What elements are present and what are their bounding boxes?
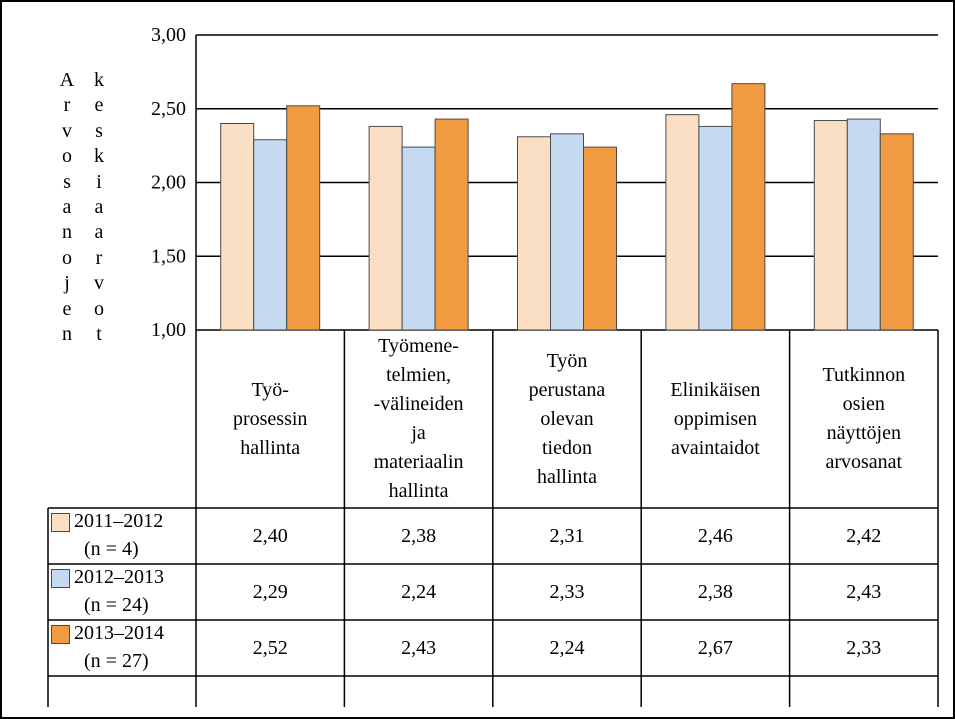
legend-n-label: (n = 4) xyxy=(84,538,139,560)
bar xyxy=(550,133,584,331)
category-label: Työn perustana olevan tiedon hallinta xyxy=(528,349,606,488)
bar xyxy=(517,136,551,331)
y-axis-label-letter: n xyxy=(62,323,72,346)
bar xyxy=(401,146,436,331)
y-axis-label-letter: A xyxy=(59,69,75,91)
data-label: 2,52 xyxy=(252,636,288,659)
bar xyxy=(368,125,403,331)
legend-n-label: (n = 24) xyxy=(84,594,149,616)
bar xyxy=(253,139,288,331)
y-axis-label-letter: r xyxy=(63,94,71,117)
y-axis-label-letter: a xyxy=(94,196,104,219)
y-tick-label: 1,00 xyxy=(151,319,186,341)
y-axis-label-letter: t xyxy=(96,323,102,346)
category-label: Työmene-telmien, -välineiden ja materiaalin… xyxy=(373,335,464,502)
bar xyxy=(698,125,733,331)
data-label: 2,46 xyxy=(697,524,733,547)
data-label: 2,38 xyxy=(697,580,733,603)
y-axis-label-letter: s xyxy=(95,119,103,142)
legend-swatch xyxy=(51,625,70,644)
legend-swatch xyxy=(51,569,70,588)
data-label: 2,40 xyxy=(252,524,288,547)
bar xyxy=(220,123,255,331)
y-axis-label-letter: o xyxy=(62,246,72,269)
category-label: Elinikäisen oppimisen avaintaidot xyxy=(670,378,761,459)
y-axis-label-letter: o xyxy=(94,297,104,320)
y-axis-label-letter: k xyxy=(94,145,104,168)
legend-period-label: 2013–2014 xyxy=(74,622,164,644)
y-axis-label-letter: a xyxy=(62,196,72,219)
y-axis-label-letter: i xyxy=(96,170,102,193)
legend-period-label: 2012–2013 xyxy=(74,566,164,588)
legend-entry: 2013–2014 (n = 27) xyxy=(48,620,196,676)
data-label: 2,24 xyxy=(549,636,585,659)
data-label: 2,29 xyxy=(252,580,288,603)
bar xyxy=(879,133,914,331)
y-axis-label-letter: v xyxy=(62,119,72,142)
legend-entry: 2012–2013 (n = 24) xyxy=(48,564,196,620)
bar xyxy=(434,118,469,331)
y-axis-label-letter: a xyxy=(94,221,104,244)
y-tick-label: 3,00 xyxy=(151,24,186,46)
bar xyxy=(731,83,766,331)
y-axis-label-letter: v xyxy=(94,272,104,295)
legend-period-label: 2011–2012 xyxy=(74,510,164,532)
y-axis-label-letter: e xyxy=(62,297,72,320)
data-label: 2,67 xyxy=(697,636,733,659)
data-label: 2,33 xyxy=(846,636,882,659)
category-label: Tutkinnon osien näyttöjen arvosanat xyxy=(822,364,906,473)
bar xyxy=(583,146,617,331)
legend-swatch xyxy=(51,513,70,532)
bar xyxy=(286,105,321,331)
legend-n-label: (n = 27) xyxy=(84,650,149,672)
data-label: 2,33 xyxy=(549,580,585,603)
legend-entry: 2011–2012 (n = 4) xyxy=(48,508,196,564)
data-label: 2,31 xyxy=(549,524,585,547)
y-axis-label-letter: j xyxy=(64,272,70,295)
data-label: 2,43 xyxy=(846,580,882,603)
data-label: 2,43 xyxy=(401,636,437,659)
y-axis-label-letter: n xyxy=(62,221,72,244)
y-axis-label-letter: s xyxy=(63,170,71,193)
category-label: Työ-prosessin hallinta xyxy=(232,378,308,459)
y-tick-label: 2,50 xyxy=(151,98,186,120)
y-axis-label-letter: o xyxy=(62,145,72,168)
data-label: 2,24 xyxy=(401,580,437,603)
bar xyxy=(813,120,848,331)
y-axis-label-letter: r xyxy=(95,246,103,269)
y-tick-label: 2,00 xyxy=(151,172,186,194)
data-label: 2,38 xyxy=(401,524,437,547)
data-label: 2,42 xyxy=(846,524,882,547)
bar xyxy=(665,114,700,331)
y-axis-label-letter: e xyxy=(94,94,104,117)
bar xyxy=(846,118,881,331)
y-tick-label: 1,50 xyxy=(151,245,186,267)
y-axis-label-letter: k xyxy=(94,69,104,91)
